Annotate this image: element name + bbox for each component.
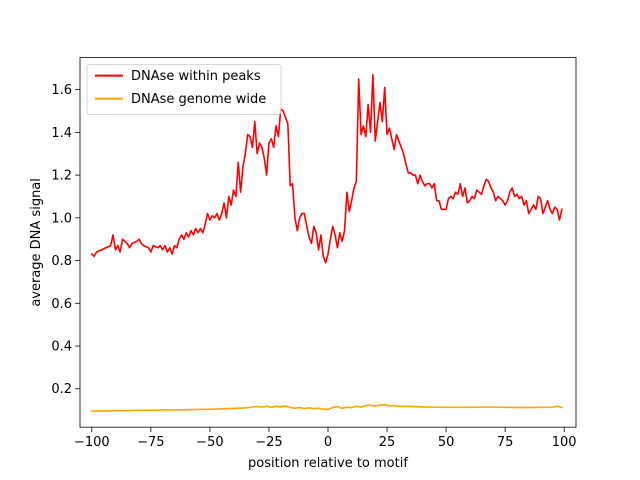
x-tick-label: 75: [497, 435, 514, 450]
x-tick-label: 50: [438, 435, 455, 450]
y-tick-label: 1.6: [51, 83, 72, 98]
legend-label-genome-wide: DNAse genome wide: [131, 92, 266, 107]
x-tick-label: −100: [74, 435, 110, 450]
legend: DNAse within peaks DNAse genome wide: [86, 64, 282, 115]
legend-label-within-peaks: DNAse within peaks: [131, 69, 261, 84]
x-tick-label: −25: [255, 435, 282, 450]
series-layer: [90, 73, 563, 412]
series-line-genome-wide: [90, 403, 563, 412]
plot-area: [80, 57, 576, 428]
series-line-within-peaks: [90, 73, 563, 264]
y-tick-label: 0.8: [51, 254, 72, 269]
y-tick-label: 0.2: [51, 382, 72, 397]
y-tick-label: 1.2: [51, 169, 72, 184]
y-tick-label: 0.4: [51, 340, 72, 355]
x-tick-label: 25: [379, 435, 396, 450]
y-tick-label: 1.4: [51, 126, 72, 141]
y-tick-label: 1.0: [51, 211, 72, 226]
legend-box: [86, 64, 282, 115]
x-tick-label: −50: [196, 435, 223, 450]
x-tick-label: 0: [324, 435, 332, 450]
x-tick-label: 100: [552, 435, 577, 450]
y-tick-label: 0.6: [51, 297, 72, 312]
y-axis: 0.2 0.4 0.6 0.8 1.0 1.2 1.4 1.6: [51, 83, 80, 397]
x-axis-label: position relative to motif: [248, 456, 408, 471]
y-axis-label: average DNA signal: [29, 178, 44, 307]
x-axis: −100 −75 −50 −25 0 25 50 75 100: [74, 427, 577, 450]
x-tick-label: −75: [137, 435, 164, 450]
